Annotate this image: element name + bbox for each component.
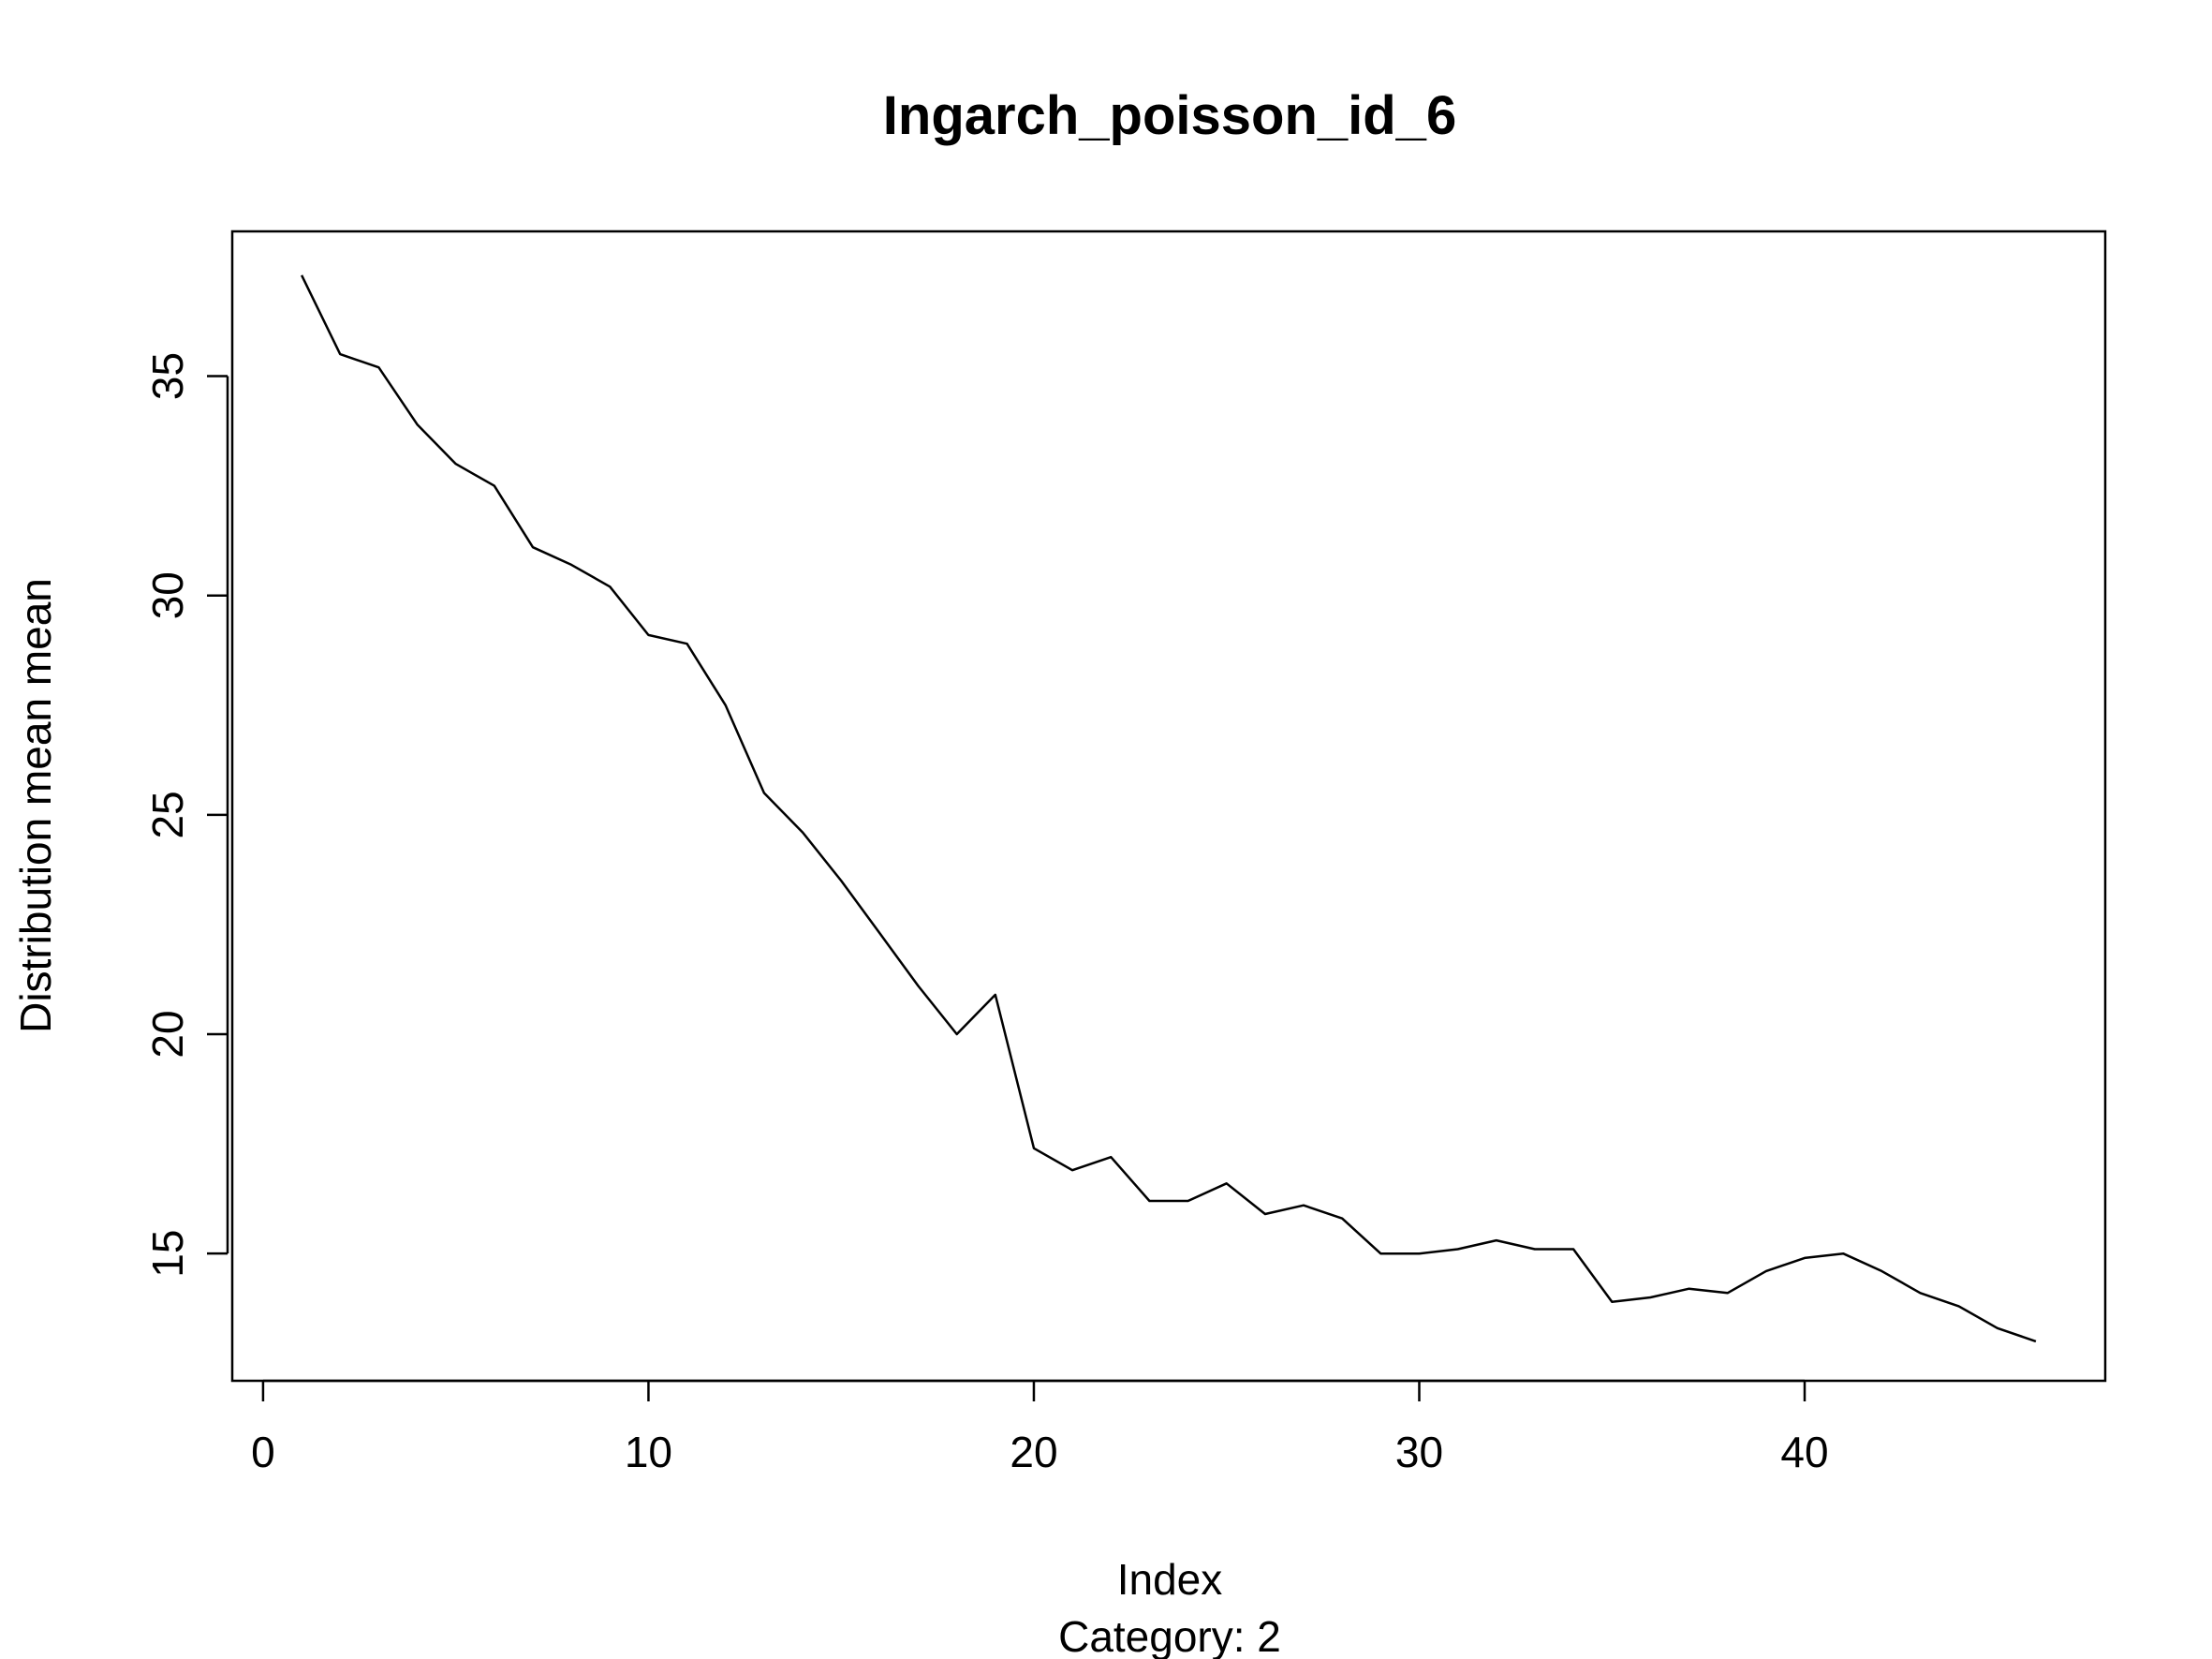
x-tick-label: 0 — [251, 1428, 275, 1476]
y-tick-label: 20 — [143, 1010, 192, 1058]
y-axis-label: Distribution mean mean — [11, 578, 60, 1033]
x-axis: 0 10 20 30 40 — [251, 1379, 1829, 1476]
y-tick-label: 15 — [143, 1230, 192, 1278]
x-tick-label: 40 — [1780, 1428, 1828, 1476]
y-tick-label: 35 — [143, 352, 192, 400]
x-axis-label: Index — [1117, 1555, 1223, 1604]
y-axis: 15 20 25 30 35 — [143, 352, 229, 1278]
x-tick-label: 10 — [625, 1428, 672, 1476]
series-line — [300, 274, 2037, 1343]
y-tick-label: 30 — [143, 571, 192, 619]
x-tick-label: 20 — [1010, 1428, 1057, 1476]
chart-subtitle: Category: 2 — [1058, 1612, 1281, 1659]
chart-title: Ingarch_poisson_id_6 — [883, 85, 1456, 146]
series-layer — [300, 274, 2037, 1343]
y-tick-label: 25 — [143, 791, 192, 838]
x-tick-label: 30 — [1395, 1428, 1443, 1476]
